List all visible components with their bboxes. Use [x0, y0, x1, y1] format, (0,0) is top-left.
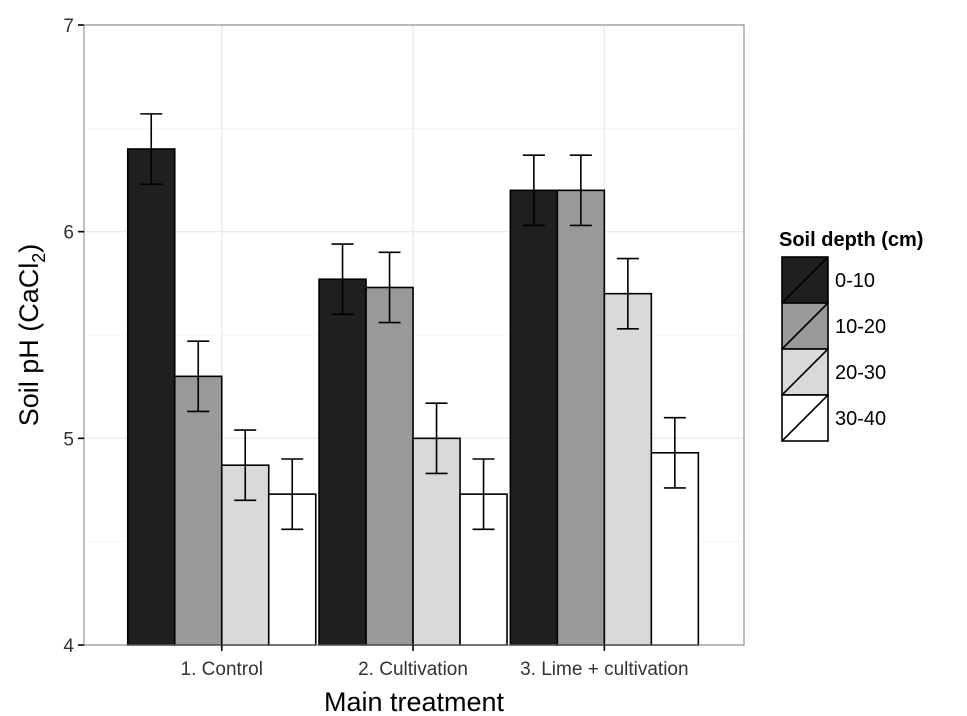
plot-border: [83, 24, 745, 646]
legend-label: 0-10: [835, 270, 875, 292]
y-axis: 4 5 6 7: [63, 16, 84, 657]
legend-key-slash: [781, 348, 829, 396]
bar: [509, 189, 559, 646]
legend-key-slash: [781, 302, 829, 350]
x-tick-label: 3. Lime + cultivation: [520, 659, 688, 680]
y-tick-label: 5: [63, 429, 74, 450]
bar: [173, 375, 223, 646]
legend-label: 30-40: [835, 408, 886, 430]
y-tick-label: 4: [63, 636, 74, 657]
legend-title: Soil depth (cm): [779, 229, 923, 251]
bar: [318, 278, 367, 646]
y-axis-title-suffix: ): [14, 244, 44, 253]
bar: [126, 148, 176, 646]
legend-label: 10-20: [835, 316, 886, 338]
y-axis-title-main: Soil pH (CaCl: [14, 263, 44, 427]
bar: [603, 292, 653, 646]
legend-key-slash: [781, 394, 829, 442]
y-tick-label: 6: [63, 223, 74, 244]
x-axis-title: Main treatment: [324, 687, 505, 716]
x-tick-label: 1. Control: [181, 659, 263, 680]
bar: [365, 286, 414, 646]
bars: [126, 148, 700, 646]
legend: Soil depth (cm) 0-10 10-20 20-30 30-40: [779, 229, 923, 442]
bar: [556, 189, 606, 646]
x-axis: 1. Control 2. Cultivation 3. Lime + cultiv…: [181, 645, 689, 680]
legend-label: 20-30: [835, 362, 886, 384]
error-bars: [140, 113, 686, 531]
legend-key-slash: [781, 256, 829, 304]
y-tick-label: 7: [63, 16, 74, 37]
y-axis-title: Soil pH (CaCl2): [14, 244, 49, 427]
x-tick-label: 2. Cultivation: [358, 659, 468, 680]
y-axis-title-subscript: 2: [29, 253, 49, 263]
